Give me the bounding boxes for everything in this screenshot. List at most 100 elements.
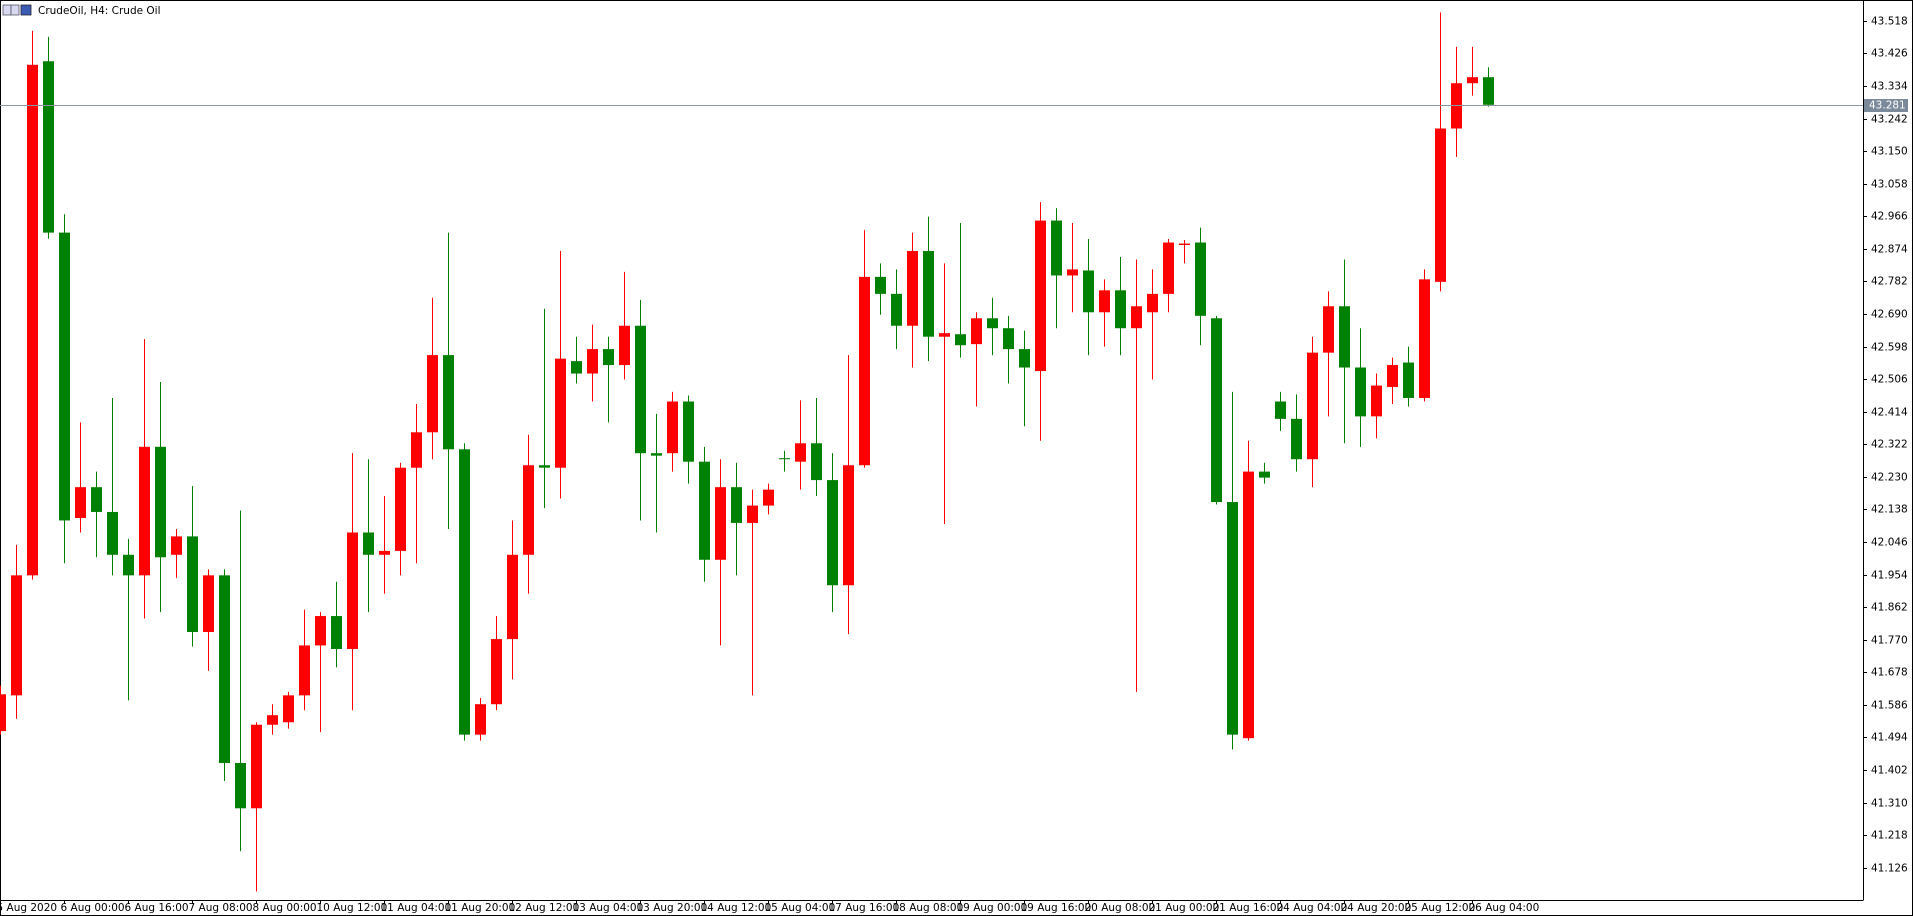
x-tick-label: 11 Aug 20:00 [445,902,516,914]
candle-body [43,61,54,233]
candle-body [187,536,198,632]
candle-body [1275,401,1286,419]
candle-body [827,480,838,586]
candle-body [507,554,518,640]
x-tick-label: 14 Aug 12:00 [701,902,772,914]
y-tick-label: 41.678 [1871,667,1908,679]
candle-body [843,465,854,586]
chart-title: CrudeOil, H4: Crude Oil [38,5,161,17]
candle-body [1419,279,1430,398]
y-tick-label: 42.874 [1871,244,1908,256]
icon-part [20,4,32,16]
candle-body [875,276,886,294]
candle-body [1259,471,1270,478]
candle-body [0,694,6,732]
icon-part [2,4,12,16]
candle-body [731,487,742,523]
candle-body [475,704,486,735]
x-tick-label: 18 Aug 08:00 [893,902,964,914]
candle-body [59,232,70,521]
candle-body [91,487,102,512]
x-tick-label: 21 Aug 00:00 [1149,902,1220,914]
candle-body [811,443,822,481]
candle-body [1387,365,1398,387]
candle-body [347,532,358,649]
candle-body [1083,270,1094,313]
x-tick-label: 5 Aug 2020 [0,902,57,914]
candle-body [443,355,454,450]
candle-body [699,461,710,560]
icon-part [10,4,20,16]
y-tick-label: 43.058 [1871,179,1908,191]
candle-body [1371,385,1382,417]
candle-body [363,532,374,555]
candle-body [1403,362,1414,398]
candle-body [27,64,38,576]
candle-body [923,251,934,337]
candle-body [763,489,774,506]
candle-body [395,467,406,551]
x-tick-label: 24 Aug 04:00 [1277,902,1348,914]
candle-body [683,401,694,462]
y-tick-label: 42.966 [1871,211,1908,223]
x-tick-label: 13 Aug 20:00 [637,902,708,914]
last-price-label: 43.281 [1869,100,1906,112]
candle-body [1291,418,1302,460]
candle-body [619,325,630,366]
y-tick-label: 41.126 [1871,863,1908,875]
candle-body [1163,242,1174,294]
candle-body [1243,471,1254,739]
y-tick-label: 43.334 [1871,81,1908,93]
candle-body [651,453,662,456]
candle-body [459,449,470,735]
y-tick-label: 41.402 [1871,765,1908,777]
candle-body [1307,352,1318,460]
x-tick-label: 17 Aug 16:00 [829,902,900,914]
candle-body [635,325,646,454]
x-tick-label: 12 Aug 12:00 [509,902,580,914]
y-tick-label: 42.046 [1871,537,1908,549]
candle-body [283,695,294,723]
x-tick-label: 6 Aug 16:00 [125,902,189,914]
candle-body [1115,290,1126,329]
candle-body [603,349,614,366]
candle-body [1483,77,1494,105]
candle-body [1051,220,1062,276]
candle-body [315,616,326,646]
y-tick-label: 41.310 [1871,798,1908,810]
x-tick-label: 11 Aug 04:00 [381,902,452,914]
candle-body [171,536,182,555]
candle-body [139,446,150,576]
candle-body [1147,293,1158,313]
candle-body [411,432,422,468]
y-tick-label: 43.426 [1871,48,1908,60]
candle-body [203,575,214,632]
y-tick-label: 42.506 [1871,374,1908,386]
candle-body [859,276,870,466]
candle-body [955,334,966,346]
candle-body [939,333,950,337]
y-tick-label: 41.494 [1871,732,1908,744]
x-tick-label: 6 Aug 00:00 [61,902,125,914]
candle-body [1323,306,1334,353]
y-tick-label: 43.242 [1871,114,1908,126]
last-price-box [1864,99,1908,112]
candle-body [1131,306,1142,329]
candle-body [779,458,790,460]
candle-body [331,616,342,649]
candle-body [1339,306,1350,368]
candle-body [299,645,310,696]
candle-body [155,446,166,558]
candle-body [715,487,726,560]
candle-body [1195,242,1206,316]
x-tick-label: 19 Aug 00:00 [957,902,1028,914]
candle-body [1003,328,1014,350]
y-tick-label: 43.150 [1871,146,1908,158]
candle-body [1467,77,1478,84]
candle-body [555,358,566,468]
candle-body [1179,243,1190,246]
y-tick-label: 43.518 [1871,16,1908,28]
x-tick-label: 13 Aug 04:00 [573,902,644,914]
